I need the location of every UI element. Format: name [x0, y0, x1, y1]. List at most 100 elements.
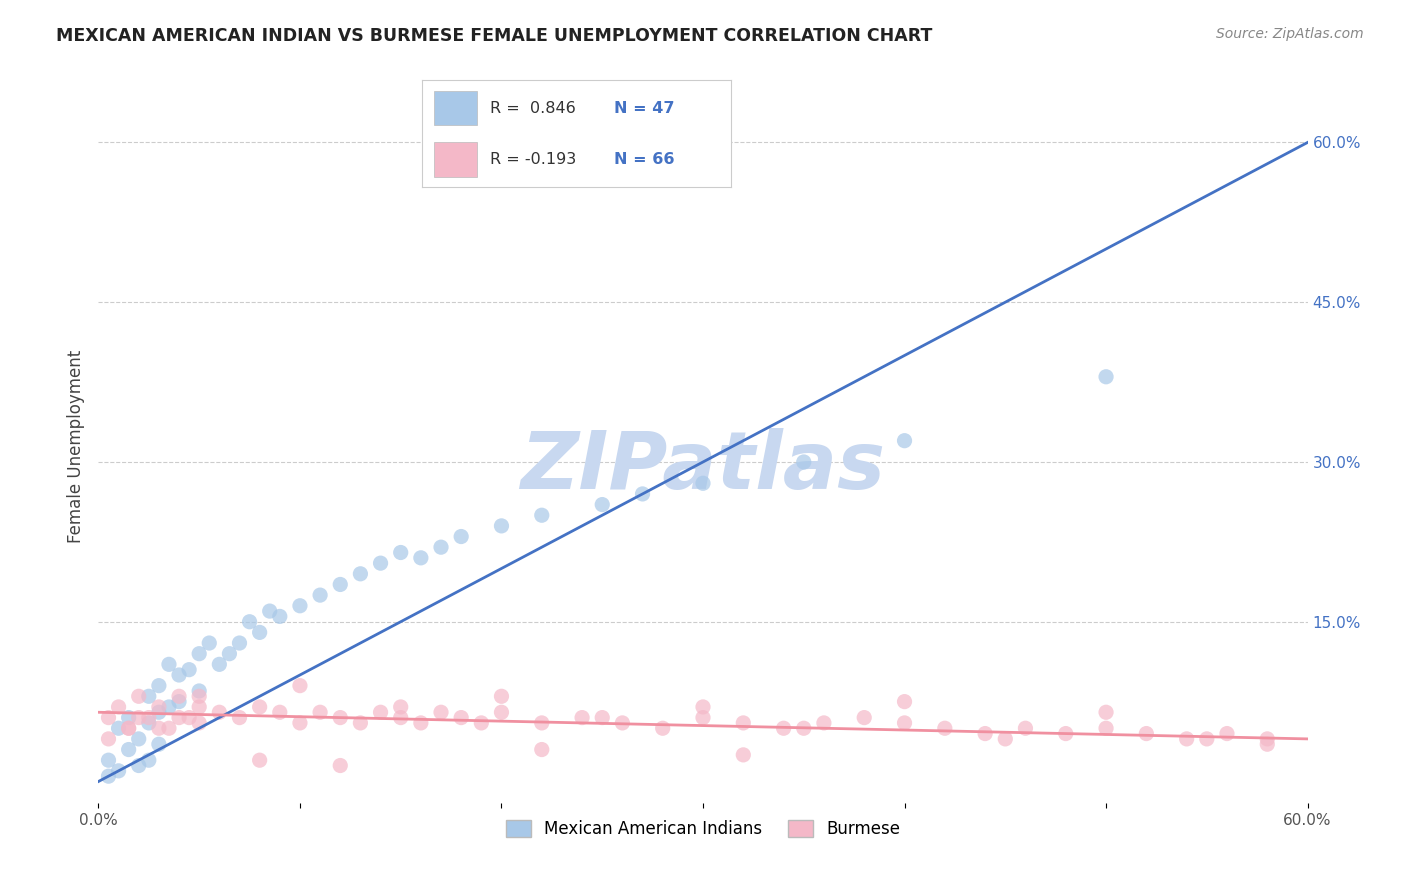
Point	[239, 615, 262, 629]
Point	[491, 690, 513, 704]
Text: N = 47: N = 47	[613, 101, 673, 116]
Point	[430, 540, 453, 554]
Point	[651, 721, 673, 735]
Point	[1014, 721, 1036, 735]
Point	[370, 706, 392, 720]
Point	[430, 706, 453, 720]
Point	[530, 742, 553, 756]
Point	[167, 695, 190, 709]
Point	[288, 715, 311, 730]
Point	[188, 684, 211, 698]
Point	[138, 715, 160, 730]
Point	[772, 721, 794, 735]
Point	[157, 721, 180, 735]
Point	[128, 758, 150, 772]
Point	[329, 577, 352, 591]
Text: R = -0.193: R = -0.193	[489, 152, 576, 167]
Point	[167, 668, 190, 682]
Point	[530, 715, 553, 730]
Point	[571, 710, 593, 724]
Point	[249, 625, 271, 640]
Point	[813, 715, 835, 730]
Point	[148, 737, 170, 751]
Point	[198, 636, 221, 650]
Point	[934, 721, 956, 735]
Point	[128, 731, 150, 746]
Point	[118, 742, 141, 756]
Point	[329, 710, 352, 724]
Point	[259, 604, 281, 618]
Point	[138, 753, 160, 767]
Point	[1095, 706, 1118, 720]
Point	[733, 715, 755, 730]
Point	[409, 715, 432, 730]
Point	[218, 647, 240, 661]
Point	[974, 726, 997, 740]
Point	[148, 706, 170, 720]
Point	[1256, 731, 1278, 746]
Point	[1195, 731, 1218, 746]
Point	[692, 476, 714, 491]
Point	[389, 710, 412, 724]
Point	[107, 700, 129, 714]
Point	[288, 679, 311, 693]
Point	[1054, 726, 1077, 740]
Point	[1095, 721, 1118, 735]
Point	[631, 487, 654, 501]
Point	[329, 758, 352, 772]
Point	[97, 753, 120, 767]
Point	[853, 710, 876, 724]
Point	[188, 647, 211, 661]
Point	[249, 700, 271, 714]
Point	[450, 529, 472, 543]
Point	[179, 663, 201, 677]
Point	[148, 721, 170, 735]
Point	[97, 710, 120, 724]
Point	[470, 715, 492, 730]
Point	[450, 710, 472, 724]
Point	[138, 690, 160, 704]
Point	[409, 550, 432, 565]
Point	[612, 715, 634, 730]
Point	[179, 710, 201, 724]
Point	[349, 715, 371, 730]
Point	[389, 700, 412, 714]
Point	[309, 588, 332, 602]
Point	[269, 609, 291, 624]
Point	[167, 690, 190, 704]
Text: Source: ZipAtlas.com: Source: ZipAtlas.com	[1216, 27, 1364, 41]
Point	[157, 700, 180, 714]
Point	[118, 710, 141, 724]
Point	[893, 434, 915, 448]
Point	[97, 731, 120, 746]
Point	[148, 679, 170, 693]
Point	[138, 710, 160, 724]
Legend: Mexican American Indians, Burmese: Mexican American Indians, Burmese	[499, 813, 907, 845]
Point	[692, 710, 714, 724]
Bar	[434, 91, 478, 125]
Text: ZIPatlas: ZIPatlas	[520, 428, 886, 507]
Text: MEXICAN AMERICAN INDIAN VS BURMESE FEMALE UNEMPLOYMENT CORRELATION CHART: MEXICAN AMERICAN INDIAN VS BURMESE FEMAL…	[56, 27, 932, 45]
Point	[118, 721, 141, 735]
Point	[97, 769, 120, 783]
Point	[893, 695, 915, 709]
Point	[128, 690, 150, 704]
Point	[1216, 726, 1239, 740]
Point	[994, 731, 1017, 746]
Point	[893, 715, 915, 730]
Point	[167, 710, 190, 724]
Point	[349, 566, 371, 581]
Bar	[434, 143, 478, 177]
Point	[208, 706, 231, 720]
Point	[269, 706, 291, 720]
Point	[530, 508, 553, 523]
Text: R =  0.846: R = 0.846	[489, 101, 575, 116]
Point	[249, 753, 271, 767]
Y-axis label: Female Unemployment: Female Unemployment	[66, 350, 84, 542]
Point	[309, 706, 332, 720]
Text: N = 66: N = 66	[613, 152, 673, 167]
Point	[491, 706, 513, 720]
Point	[793, 721, 815, 735]
Point	[188, 700, 211, 714]
Point	[591, 498, 613, 512]
